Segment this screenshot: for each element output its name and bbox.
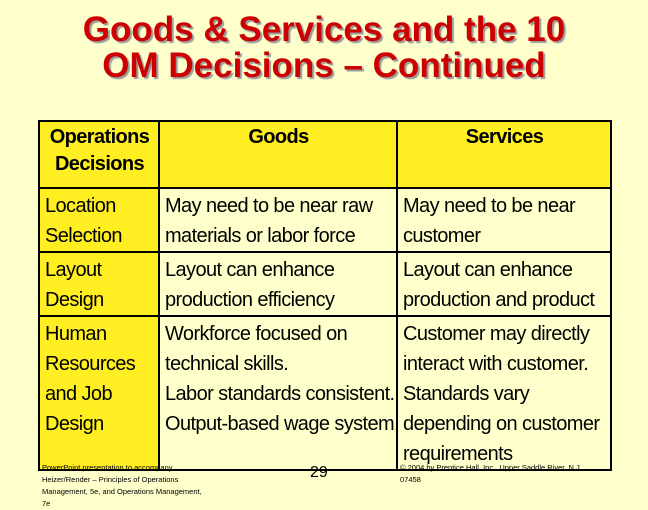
goods-cell: May need to be near raw materials or lab…: [158, 187, 398, 253]
header-operations-decisions: Operations Decisions: [38, 120, 160, 189]
goods-cell: Workforce focused on technical skills. L…: [158, 315, 398, 471]
footer-citation: PowerPoint presentation to accompany Hei…: [42, 463, 202, 508]
header-goods: Goods: [158, 120, 398, 189]
title-line-2: OM Decisions – Continued: [102, 46, 546, 85]
header-services: Services: [396, 120, 612, 189]
decision-cell: Layout Design: [38, 251, 160, 317]
services-cell: Layout can enhance production and produc…: [396, 251, 612, 317]
decision-cell: Location Selection: [38, 187, 160, 253]
page-number: 29: [310, 464, 328, 481]
services-cell: Customer may directly interact with cust…: [396, 315, 612, 471]
services-cell: May need to be near customer: [396, 187, 612, 253]
footer-copyright: © 2004 by Prentice Hall, Inc., Upper Sad…: [400, 463, 582, 484]
slide-title: Goods & Services and the 10 OM Decisions…: [0, 12, 648, 84]
om-decisions-table: Operations Decisions Goods Services Loca…: [38, 120, 612, 471]
table-header-row: Operations Decisions Goods Services: [38, 120, 612, 189]
decision-cell: Human Resources and Job Design: [38, 315, 160, 471]
table-row: Layout Design Layout can enhance product…: [38, 251, 612, 317]
title-line-1: Goods & Services and the 10: [82, 10, 566, 49]
table-row: Location Selection May need to be near r…: [38, 187, 612, 253]
table-row: Human Resources and Job Design Workforce…: [38, 315, 612, 471]
goods-cell: Layout can enhance production efficiency: [158, 251, 398, 317]
